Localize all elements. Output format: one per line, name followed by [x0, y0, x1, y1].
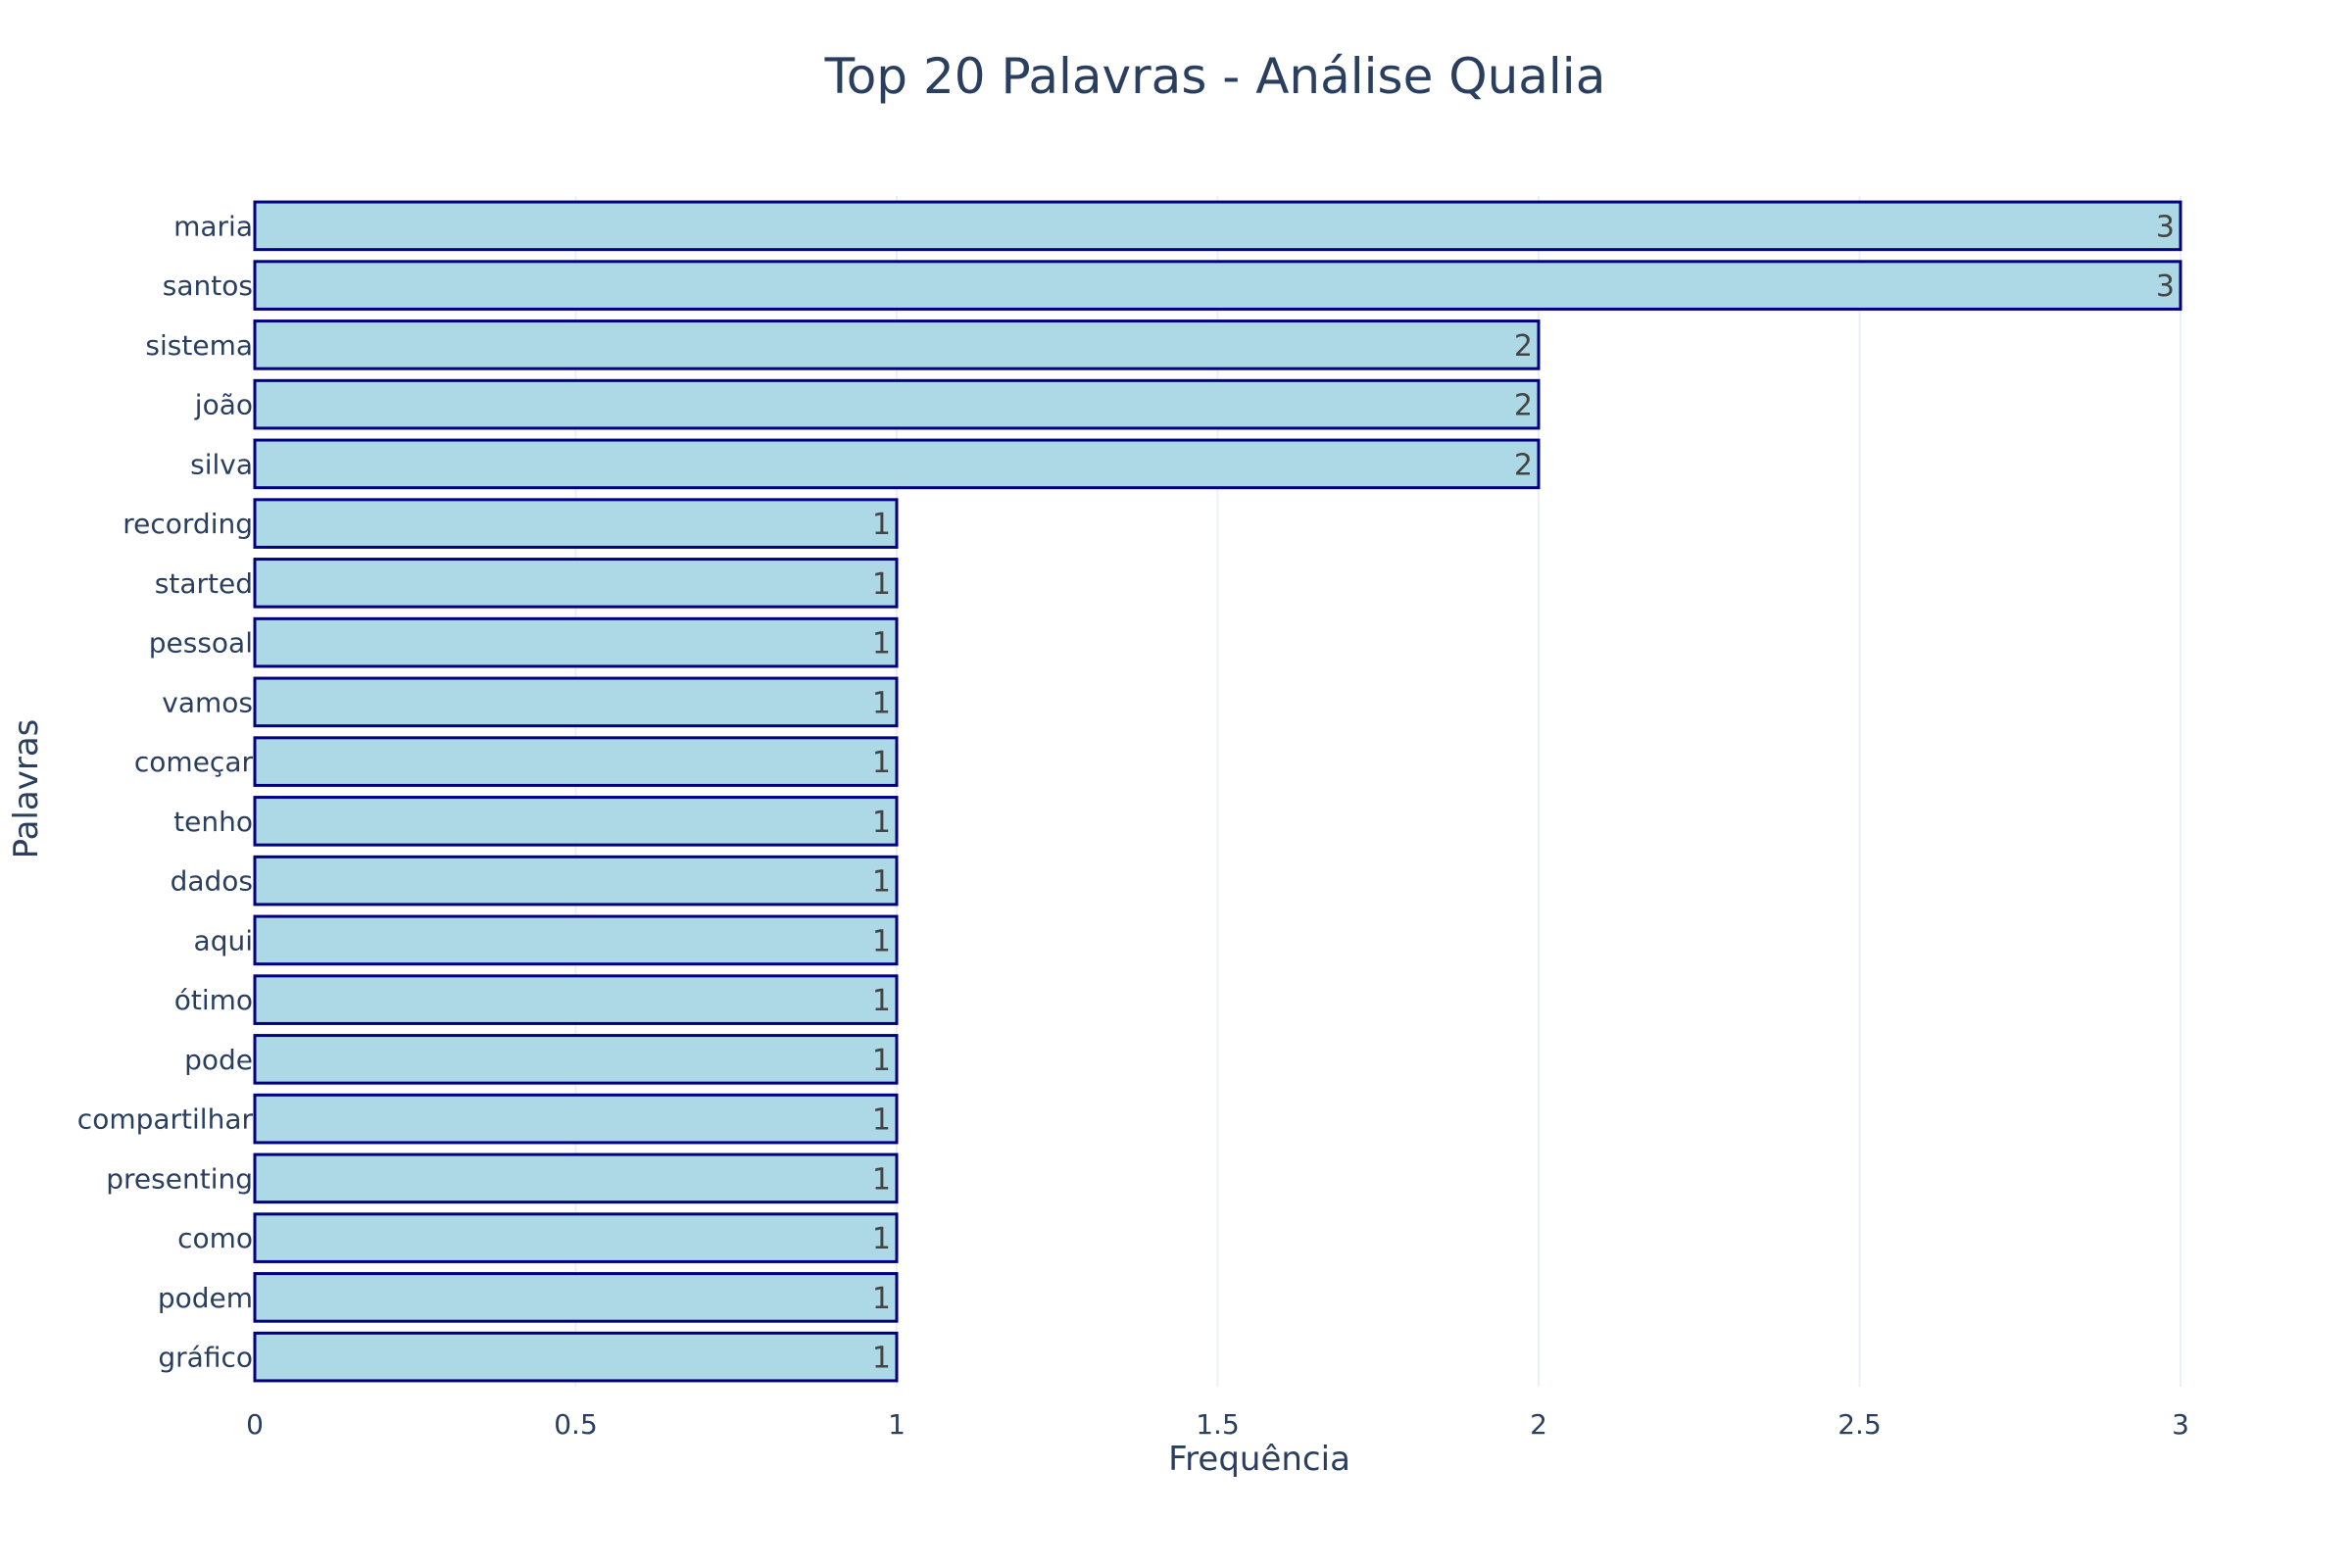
y-tick-label: compartilhar — [77, 1103, 254, 1136]
bar-value-label: 1 — [872, 1342, 891, 1376]
bar — [253, 378, 1541, 430]
x-tick-label: 1 — [888, 1408, 906, 1441]
bar — [253, 1272, 899, 1323]
bar — [253, 260, 2182, 311]
y-tick-label: maria — [173, 210, 253, 242]
y-tick-label: aqui — [194, 924, 253, 956]
y-tick-labels: maria santos sistema joão silva recording star… — [77, 210, 254, 1373]
bar-value-label: 1 — [872, 567, 891, 602]
bar-value-label: 3 — [2156, 270, 2175, 304]
bar — [253, 438, 1541, 490]
chart-title: Top 20 Palavras - Análise Qualia — [824, 48, 1606, 105]
bar-value-label: 1 — [872, 1162, 891, 1197]
bar-value-label: 1 — [872, 1222, 891, 1256]
bar-value-label: 1 — [872, 865, 891, 900]
bar-value-label: 1 — [872, 1103, 891, 1138]
y-tick-label: pode — [184, 1044, 253, 1076]
y-tick-label: tenho — [173, 806, 253, 838]
bar — [253, 914, 899, 966]
x-tick-label: 0.5 — [554, 1408, 598, 1441]
bar — [253, 796, 899, 847]
bar — [253, 200, 2182, 252]
bar-value-label: 3 — [2156, 210, 2175, 244]
bar-value-label: 1 — [872, 1044, 891, 1078]
bar-value-label: 1 — [872, 984, 891, 1018]
y-tick-label: começar — [134, 746, 254, 778]
y-tick-label: sistema — [145, 329, 253, 362]
bar — [253, 736, 899, 787]
bar — [253, 616, 899, 668]
y-tick-label: vamos — [162, 686, 253, 718]
bar — [253, 1212, 899, 1263]
y-tick-label: como — [177, 1222, 253, 1254]
bar — [253, 676, 899, 728]
y-tick-label: santos — [163, 270, 253, 302]
y-tick-label: recording — [122, 508, 253, 540]
bar-value-label: 2 — [1514, 389, 1533, 423]
y-tick-label: gráfico — [158, 1342, 253, 1374]
bar — [253, 1034, 899, 1085]
x-tick-label: 2.5 — [1838, 1408, 1882, 1441]
bar-value-label: 1 — [872, 508, 891, 542]
bar — [253, 558, 899, 609]
x-tick-label: 1.5 — [1196, 1408, 1240, 1441]
y-tick-label: joão — [194, 389, 253, 421]
x-tick-label: 3 — [2172, 1408, 2189, 1441]
bar — [253, 855, 899, 906]
bar-value-label: 1 — [872, 627, 891, 662]
y-tick-label: started — [155, 567, 253, 600]
bar — [253, 319, 1541, 370]
x-tick-labels: 0 0.5 1 1.5 2 2.5 3 — [246, 1408, 2189, 1441]
y-tick-label: pessoal — [149, 627, 253, 660]
y-tick-label: presenting — [106, 1162, 253, 1195]
bar-value-label: 1 — [872, 924, 891, 958]
bar — [253, 1152, 899, 1204]
bar — [253, 974, 899, 1025]
bar-value-label: 1 — [872, 746, 891, 780]
bar-value-label: 1 — [872, 686, 891, 720]
y-tick-label: ótimo — [174, 984, 253, 1016]
y-tick-label: dados — [171, 865, 253, 898]
bar-value-label: 1 — [872, 1282, 891, 1316]
bar — [253, 1331, 899, 1383]
bar-layer: 3 3 2 2 2 1 1 1 1 1 1 1 1 1 1 1 1 1 1 1 — [253, 200, 2182, 1383]
y-axis-title: Palavras — [7, 719, 46, 859]
bar-value-label: 1 — [872, 806, 891, 840]
bar-value-label: 2 — [1514, 329, 1533, 364]
x-tick-label: 0 — [246, 1408, 264, 1441]
bar — [253, 1093, 899, 1145]
bar-value-label: 2 — [1514, 448, 1533, 482]
y-tick-label: podem — [158, 1282, 253, 1314]
y-tick-label: silva — [190, 448, 253, 480]
bar — [253, 498, 899, 549]
x-tick-label: 2 — [1530, 1408, 1547, 1441]
grid-layer — [574, 196, 2181, 1387]
x-axis-title: Frequência — [1168, 1440, 1350, 1479]
